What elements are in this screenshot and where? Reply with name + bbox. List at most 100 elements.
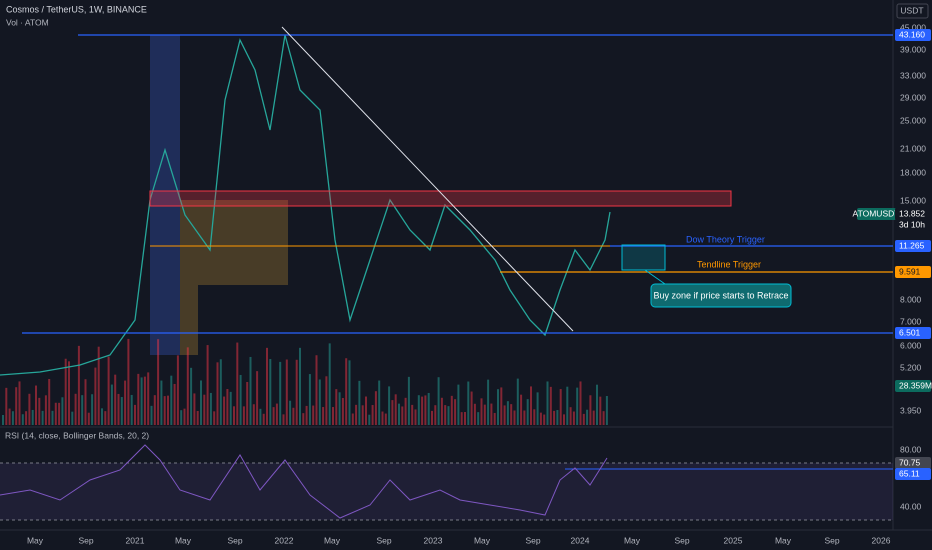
- volume-bar: [572, 411, 575, 425]
- volume-bar: [97, 346, 100, 425]
- price-label: 15.000: [900, 195, 926, 205]
- time-label: Sep: [674, 535, 689, 545]
- volume-bar: [487, 379, 490, 425]
- volume-bar: [473, 403, 476, 425]
- volume-bar: [417, 395, 420, 425]
- volume-bar: [530, 386, 532, 425]
- volume-bar: [579, 381, 582, 425]
- callout-box: [650, 283, 792, 308]
- volume-bar: [358, 380, 361, 425]
- price-label: 3.950: [900, 405, 922, 415]
- volume-bar: [480, 398, 483, 425]
- rsi-label: 80.00: [900, 444, 922, 454]
- volume-bar: [229, 391, 232, 425]
- price-label: 18.000: [900, 167, 926, 177]
- volume-bar: [48, 378, 51, 425]
- volume-bar: [302, 413, 305, 425]
- volume-bar: [582, 413, 585, 425]
- volume-bar: [186, 347, 189, 425]
- volume-bar: [140, 377, 143, 425]
- volume-bar: [602, 411, 605, 425]
- volume-bar: [506, 401, 509, 425]
- rsi-tag: [895, 468, 931, 480]
- volume-bar: [269, 359, 272, 425]
- volume-bar: [117, 393, 120, 425]
- price-label: 5.200: [900, 362, 922, 372]
- volume-bar: [110, 384, 113, 425]
- volume-bar: [592, 410, 595, 425]
- time-label: May: [474, 535, 491, 545]
- volume-bar: [559, 389, 562, 425]
- volume-bar: [526, 399, 529, 425]
- volume-bar: [477, 412, 480, 425]
- rsi-tag-text: 65.11: [899, 468, 920, 478]
- volume-bar: [543, 414, 546, 425]
- volume-bar: [206, 345, 209, 425]
- volume-bar: [11, 411, 14, 425]
- volume-bar: [18, 381, 21, 425]
- volume-bar: [44, 395, 47, 425]
- volume-bar: [28, 393, 31, 425]
- price-tag-text: 6.501: [899, 327, 921, 337]
- volume-bar: [444, 405, 447, 425]
- volume-bar: [246, 382, 249, 425]
- volume-bar: [374, 391, 377, 425]
- price-label: 21.000: [900, 143, 926, 153]
- price-tag-text: 43.160: [899, 29, 925, 39]
- volume-bar: [322, 407, 325, 425]
- volume-bar: [8, 408, 11, 425]
- price-label: 39.000: [900, 44, 926, 54]
- volume-bar: [236, 342, 239, 425]
- volume-bar: [209, 392, 212, 425]
- volume-bar: [120, 397, 123, 425]
- volume-bar: [157, 339, 160, 425]
- volume-bar: [533, 409, 536, 425]
- time-label: Sep: [525, 535, 540, 545]
- symbol-tag: [857, 208, 896, 220]
- volume-bar: [566, 386, 569, 425]
- volume-bar: [84, 379, 87, 425]
- price-tag-text: 11.265: [899, 240, 925, 250]
- volume-bar: [285, 359, 288, 425]
- currency[interactable]: USDT: [900, 5, 923, 15]
- volume-bar: [74, 393, 77, 425]
- volume-bar: [41, 410, 44, 425]
- volume-bar: [153, 395, 156, 425]
- time-label: Sep: [376, 535, 391, 545]
- volume-bar: [414, 409, 417, 425]
- volume-bar: [440, 397, 443, 425]
- volume-bar: [252, 404, 255, 425]
- callout-line: [644, 269, 666, 285]
- volume-bar: [391, 400, 394, 425]
- time-label: Sep: [227, 535, 242, 545]
- volume-bar: [272, 407, 275, 425]
- currency-button[interactable]: [896, 3, 929, 19]
- volume-bar: [454, 399, 457, 425]
- volume-bar: [388, 386, 391, 425]
- symbol-title: Cosmos / TetherUS, 1W, BINANCE: [6, 4, 147, 14]
- price-tag: [895, 29, 931, 41]
- volume-bar: [223, 396, 226, 425]
- volume-bar: [556, 410, 559, 425]
- time-label: May: [624, 535, 641, 545]
- volume-bar: [203, 394, 206, 425]
- volume-bar: [394, 394, 397, 425]
- volume-bar: [262, 413, 265, 425]
- volume-bar: [328, 343, 331, 425]
- volume-bar: [213, 411, 216, 425]
- time-label: May: [324, 535, 341, 545]
- volume-bar: [180, 410, 183, 425]
- volume-bar: [335, 389, 338, 425]
- volume-bar: [233, 406, 235, 425]
- price-tag: [895, 240, 931, 252]
- volume-bar: [15, 387, 18, 425]
- rsi-tag: [895, 457, 931, 469]
- volume-bar: [61, 397, 64, 425]
- volume-bar: [464, 411, 466, 425]
- volume-bar: [87, 412, 90, 425]
- price-tag-text: 9.591: [899, 266, 921, 276]
- volume-bar: [35, 385, 37, 425]
- rsi-band: [0, 463, 893, 520]
- time-label: 2024: [571, 535, 590, 545]
